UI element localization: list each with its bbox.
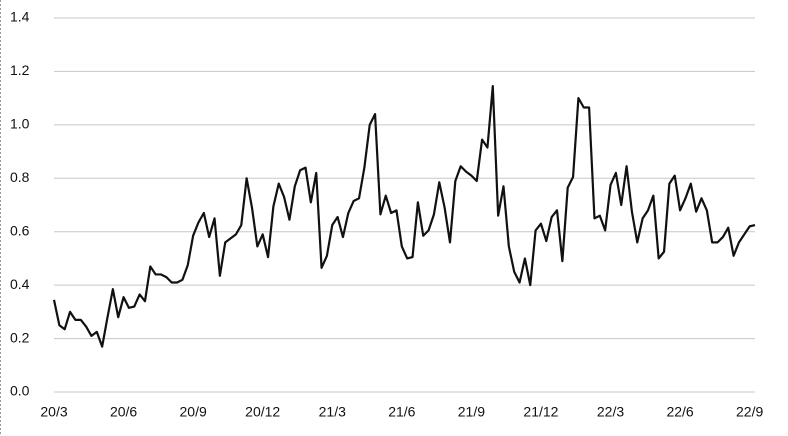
y-tick-label: 0.4 [10,276,30,292]
x-tick-label: 21/12 [523,404,558,420]
x-tick-label: 22/9 [736,404,763,420]
y-tick-label: 0.8 [10,169,30,185]
data-line [52,85,756,348]
y-tick-label: 1.2 [10,62,30,78]
x-tick-label: 21/3 [319,404,346,420]
y-tick-label: 0.2 [10,329,30,345]
x-tick-label: 20/12 [245,404,280,420]
y-tick-label: 0.6 [10,222,30,238]
y-tick-label: 1.0 [10,116,30,132]
x-tick-label: 20/9 [180,404,207,420]
x-tick-label: 20/3 [40,404,67,420]
x-tick-label: 21/6 [388,404,415,420]
x-tick-label: 20/6 [110,404,137,420]
x-tick-label: 21/9 [458,404,485,420]
x-tick-label: 22/3 [597,404,624,420]
y-tick-label: 1.4 [10,9,30,25]
x-tick-label: 22/6 [666,404,693,420]
y-tick-label: 0.0 [10,383,30,399]
